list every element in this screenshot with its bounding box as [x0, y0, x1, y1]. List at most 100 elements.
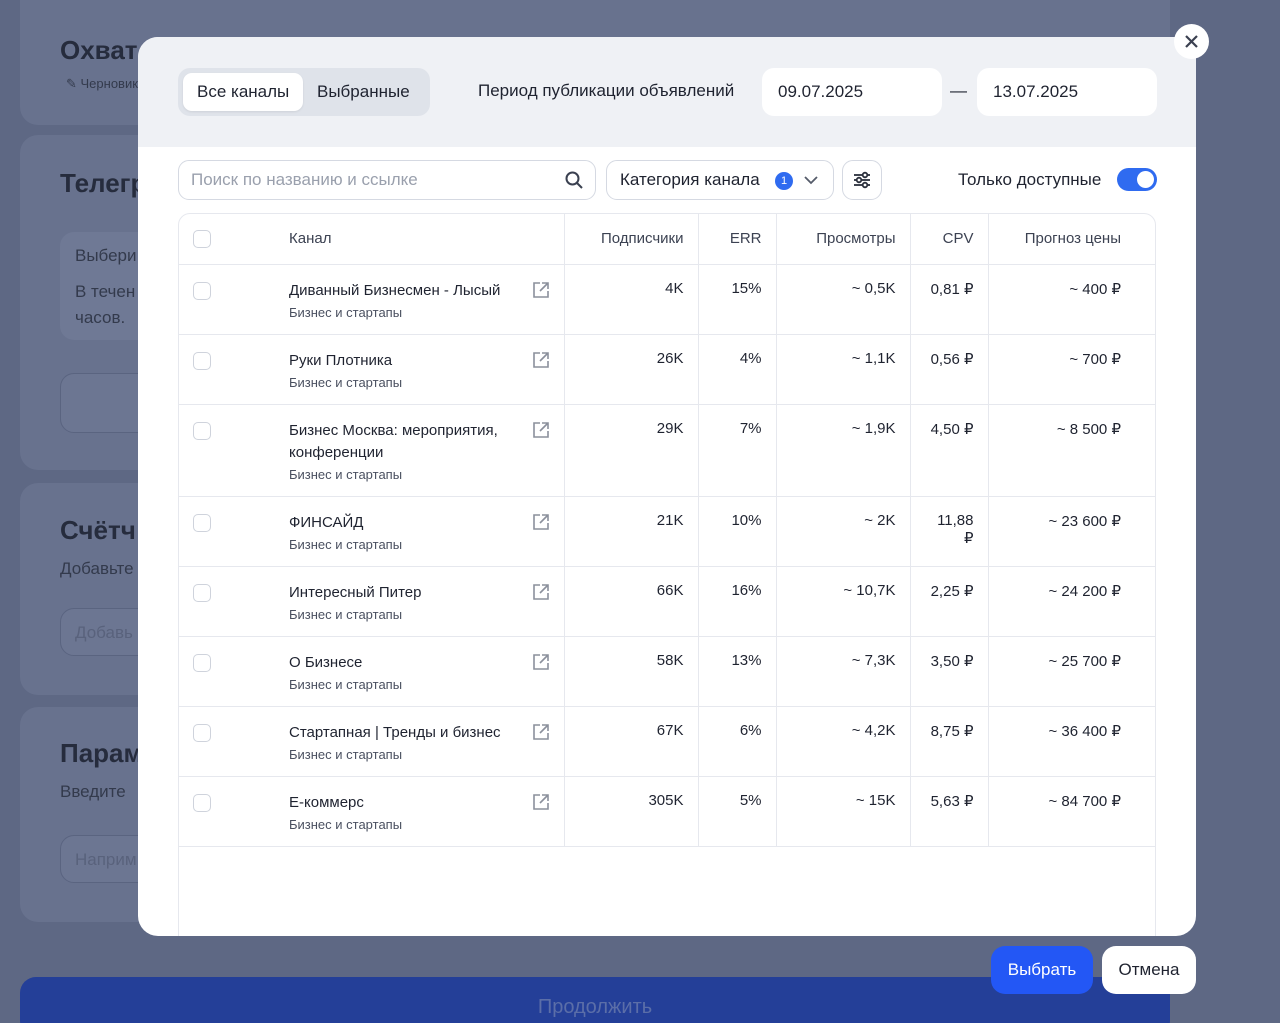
hint-text: часов. [75, 308, 126, 327]
draft-label: ✎ Черновик [66, 76, 138, 91]
channel-wrap: О Бизнесе Бизнес и стартапы [193, 652, 550, 692]
period-label: Период публикации объявлений [478, 81, 735, 100]
views-cell: ~ 15K [776, 776, 911, 847]
date-separator: — [950, 81, 967, 100]
link-button[interactable] [532, 281, 550, 303]
subscribers-value: 21K [656, 511, 684, 529]
channel-info: О Бизнесе Бизнес и стартапы [289, 652, 532, 692]
checkbox[interactable] [193, 281, 211, 300]
cancel-button[interactable]: Отмена [1102, 946, 1196, 994]
channel-cell: Интересный Питер Бизнес и стартапы [179, 566, 565, 637]
views-value: ~ 2K [864, 511, 896, 529]
search-input[interactable]: Поиск по названию и ссылке [178, 160, 596, 200]
channel-category: Бизнес и стартапы [289, 304, 403, 320]
draft-text: Черновик [80, 76, 138, 91]
checkbox[interactable] [193, 421, 211, 440]
channel-name[interactable]: Диванный Бизнесмен - Лысый [289, 281, 501, 299]
price-value: ~ 23 600 ₽ [1048, 512, 1121, 530]
card-subtitle: Добавьте [60, 559, 134, 578]
subscribers-cell: 67K [564, 706, 699, 777]
checkbox[interactable] [193, 229, 211, 248]
link-button[interactable] [532, 653, 550, 675]
toggle-knob [1137, 171, 1154, 188]
card-subtitle: Введите [60, 782, 126, 801]
checkbox[interactable] [193, 653, 211, 672]
channel-info: Бизнес Москва: мероприятия, конференции Б… [289, 420, 532, 482]
table-row: Интересный Питер Бизнес и стартапы 66K 16% ~… [179, 566, 1155, 637]
link-button[interactable] [532, 351, 550, 373]
cpv-value: 0,56 ₽ [930, 350, 974, 368]
cpv-cell: 5,63 ₽ [910, 776, 989, 847]
err-cell: 16% [698, 566, 777, 637]
channel-name[interactable]: Руки Плотника [289, 351, 393, 369]
link-button[interactable] [532, 421, 550, 443]
channel-name[interactable]: Интересный Питер [289, 583, 422, 601]
err-value: 6% [739, 721, 762, 739]
category-filter[interactable]: Категория канала 1 [606, 160, 834, 200]
toggle[interactable] [1117, 168, 1157, 191]
channel-name[interactable]: ФИНСАЙД [289, 513, 364, 531]
table-row: ФИНСАЙД Бизнес и стартапы 21K 10% ~ 2K 11,88 … [179, 496, 1155, 567]
tab[interactable]: Выбранные [317, 82, 410, 101]
card-title: Счётч [60, 515, 136, 545]
cpv-cell: 11,88 ₽ [910, 496, 989, 567]
settings-button[interactable] [842, 160, 882, 200]
link-button[interactable] [532, 723, 550, 745]
date-from[interactable]: 09.07.2025 [762, 68, 942, 116]
checkbox[interactable] [193, 351, 211, 370]
views-value: ~ 7,3K [851, 651, 896, 669]
views-value: ~ 0,5K [851, 279, 896, 297]
tab-active[interactable]: Все каналы [183, 73, 304, 111]
table-row: Диванный Бизнесмен - Лысый Бизнес и старт… [179, 264, 1155, 335]
continue-button[interactable]: Продолжить [20, 977, 1170, 1023]
channel-name[interactable]: Бизнес Москва: мероприятия, конференции [289, 421, 498, 461]
subscribers-cell: 29K [564, 404, 699, 497]
input-placeholder: Наприм [75, 850, 137, 869]
subscribers-cell: 26K [564, 334, 699, 405]
views-cell: ~ 2K [776, 496, 911, 567]
category-label: Категория канала [620, 170, 760, 189]
modal-header: Все каналы Выбранные Период публикации о… [138, 37, 1196, 147]
subscribers-cell: 58K [564, 636, 699, 707]
channel-wrap: E-коммерс Бизнес и стартапы [193, 792, 550, 832]
channel-info: Интересный Питер Бизнес и стартапы [289, 582, 532, 622]
channel-wrap: Бизнес Москва: мероприятия, конференции Б… [193, 420, 550, 482]
channel-name[interactable]: Стартапная | Тренды и бизнес [289, 723, 501, 741]
link-icon [532, 653, 549, 670]
link-button[interactable] [532, 583, 550, 605]
link-icon [532, 351, 549, 368]
channel-info: E-коммерс Бизнес и стартапы [289, 792, 532, 832]
date-to[interactable]: 13.07.2025 [977, 68, 1157, 116]
header-text: Канал [289, 230, 332, 248]
price-cell: ~ 400 ₽ [988, 264, 1155, 335]
header-text: CPV [942, 230, 974, 248]
checkbox[interactable] [193, 723, 211, 742]
cpv-value: 8,75 ₽ [930, 722, 974, 740]
channel-category: Бизнес и стартапы [289, 536, 403, 552]
link-icon [532, 513, 549, 530]
checkbox[interactable] [193, 513, 211, 532]
err-value: 5% [739, 791, 762, 809]
views-value: ~ 15K [855, 791, 896, 809]
cpv-cell: 0,81 ₽ [910, 264, 989, 335]
link-icon [532, 583, 549, 600]
header-text: Подписчики [600, 230, 684, 248]
checkbox[interactable] [193, 583, 211, 602]
column-header: CPV [910, 214, 989, 265]
price-cell: ~ 23 600 ₽ [988, 496, 1155, 567]
link-button[interactable] [532, 793, 550, 815]
select-button[interactable]: Выбрать [991, 946, 1093, 994]
subscribers-value: 66K [656, 581, 684, 599]
channel-name[interactable]: О Бизнесе [289, 653, 363, 671]
channel-info: Диванный Бизнесмен - Лысый Бизнес и старт… [289, 280, 532, 320]
channel-cell: О Бизнесе Бизнес и стартапы [179, 636, 565, 707]
link-button[interactable] [532, 513, 550, 535]
cpv-value: 4,50 ₽ [930, 420, 974, 438]
channel-cell: Стартапная | Тренды и бизнес Бизнес и ста… [179, 706, 565, 777]
channel-wrap: Диванный Бизнесмен - Лысый Бизнес и старт… [193, 280, 550, 320]
checkbox[interactable] [193, 793, 211, 812]
close-button[interactable] [1174, 24, 1209, 59]
tabs: Все каналы Выбранные [178, 68, 430, 116]
channel-name[interactable]: E-коммерс [289, 793, 364, 811]
